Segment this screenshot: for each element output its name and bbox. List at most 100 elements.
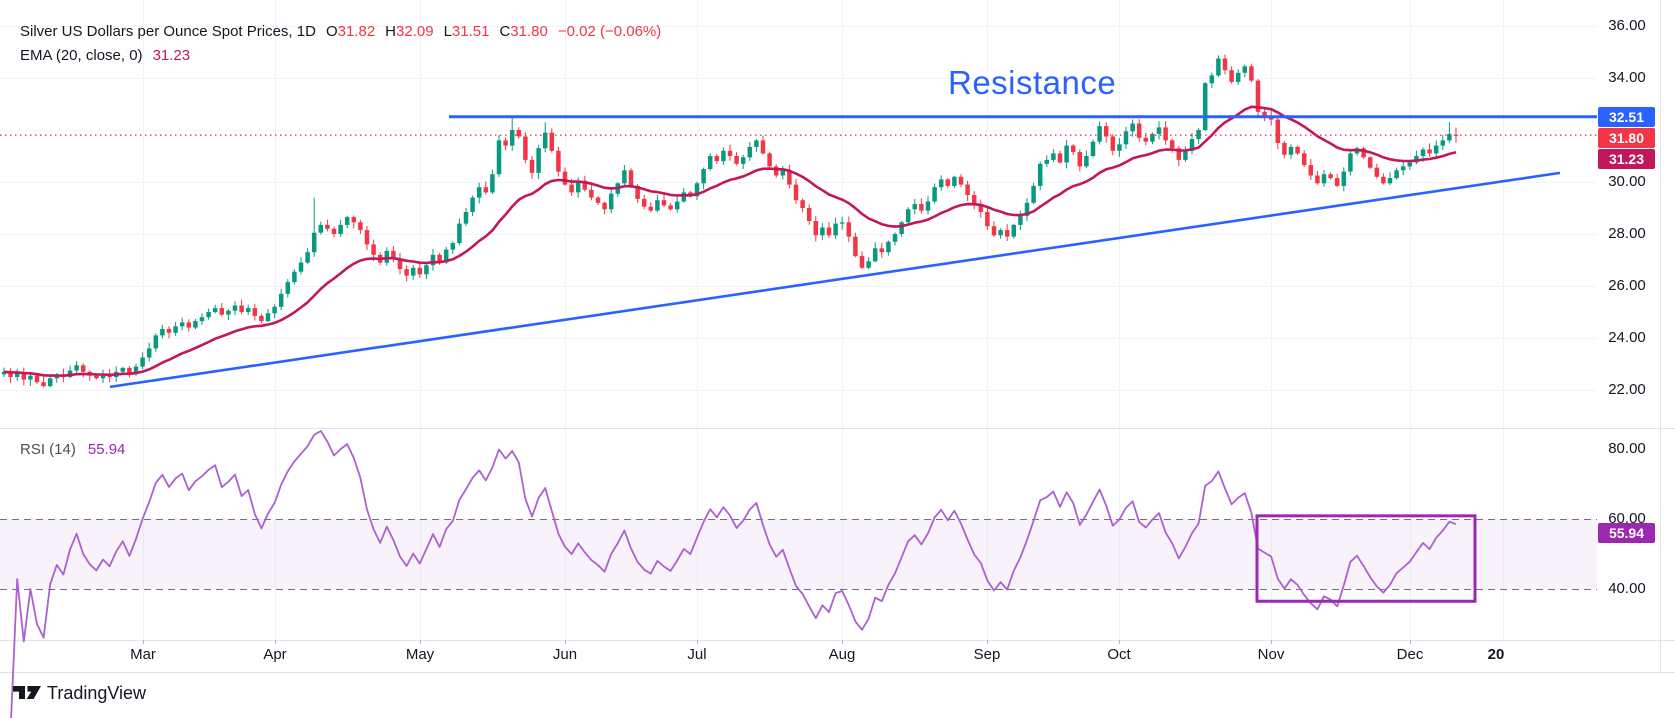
price-tick-label: 30.00: [1608, 173, 1646, 190]
candle-body: [1315, 175, 1320, 184]
candle-body: [1387, 178, 1393, 184]
rsi-indicator-label[interactable]: RSI (14): [20, 441, 76, 458]
candle-body: [146, 348, 152, 358]
candle-body: [186, 322, 192, 328]
candle-body: [179, 322, 185, 327]
candle-body: [1196, 130, 1201, 140]
support-trendline[interactable]: [109, 171, 1561, 389]
symbol-row[interactable]: Silver US Dollars per Ounce Spot Prices,…: [20, 20, 661, 44]
candle-body: [1308, 165, 1314, 176]
candle-body: [800, 200, 805, 208]
candle-body: [232, 305, 238, 311]
symbol-title[interactable]: Silver US Dollars per Ounce Spot Prices,…: [20, 23, 316, 40]
candle-body: [245, 308, 251, 312]
tradingview-logo[interactable]: TradingView: [12, 683, 146, 704]
candle-body: [404, 269, 409, 276]
candle-body: [820, 227, 825, 236]
candle-body: [503, 140, 508, 146]
candle-body: [912, 204, 918, 210]
candle-body: [1341, 171, 1347, 186]
candle-body: [127, 367, 132, 374]
candle-body: [991, 226, 997, 236]
rsi-indicator-value: 55.94: [87, 441, 126, 458]
candle-body: [661, 200, 667, 206]
candle-body: [622, 170, 627, 184]
candle-body: [945, 179, 951, 186]
price-tick-label: 28.00: [1608, 225, 1646, 242]
rsi-highlight-rectangle[interactable]: [1255, 514, 1477, 603]
candle-body: [437, 254, 442, 263]
ema-indicator-label[interactable]: EMA (20, close, 0): [20, 47, 143, 64]
rsi-legend[interactable]: RSI (14) 55.94: [20, 441, 125, 458]
candle-body: [463, 211, 469, 224]
resistance-price-tag: 32.51: [1598, 107, 1655, 127]
candle-body: [476, 187, 482, 198]
candle-body: [1169, 140, 1175, 149]
candle-body: [133, 366, 139, 374]
candle-body: [41, 382, 46, 387]
candle-body: [1024, 202, 1030, 216]
candle-body: [727, 150, 733, 156]
candle-body: [1235, 72, 1241, 82]
candle-body: [417, 267, 423, 275]
candle-body: [806, 208, 812, 221]
candle-body: [193, 321, 198, 328]
candle-body: [1249, 66, 1254, 81]
candle-body: [760, 140, 766, 154]
rsi-band: [0, 519, 1597, 589]
tradingview-logo-icon: [13, 686, 41, 699]
candle-body: [199, 317, 205, 322]
candle-body: [424, 265, 429, 275]
ema-indicator-row[interactable]: EMA (20, close, 0) 31.23: [20, 44, 661, 68]
candle-body: [21, 373, 27, 380]
high-value: 32.09: [396, 23, 434, 40]
candle-body: [1123, 131, 1129, 145]
candle-body: [1064, 145, 1069, 163]
candle-body: [351, 217, 357, 223]
candle-body: [1262, 111, 1267, 116]
candle-body: [1156, 127, 1162, 134]
candle-body: [1202, 83, 1208, 130]
candle-body: [391, 250, 396, 259]
candle-body: [674, 201, 680, 210]
candle-body: [483, 187, 489, 193]
candle-body: [714, 156, 720, 162]
month-label: Oct: [1107, 646, 1131, 663]
candle-body: [1103, 126, 1109, 137]
candle-body: [899, 222, 904, 234]
candle-body: [641, 198, 647, 207]
candle-body: [470, 197, 475, 212]
candle-body: [1433, 145, 1439, 154]
candle-body: [265, 313, 271, 322]
candle-body: [47, 378, 53, 387]
candle-body: [1037, 163, 1043, 186]
candle-body: [1301, 153, 1307, 166]
candle-body: [1394, 170, 1399, 179]
price-tick-label: 26.00: [1608, 277, 1646, 294]
candle-body: [1163, 127, 1168, 141]
candle-body: [331, 228, 337, 234]
candle-body: [853, 236, 858, 257]
candle-body: [120, 367, 126, 372]
candle-body: [668, 205, 673, 210]
candle-body: [1070, 145, 1076, 153]
ema-indicator-value: 31.23: [152, 47, 191, 64]
month-label: Jul: [687, 646, 707, 663]
candle-body: [740, 157, 746, 164]
candle-body: [34, 375, 40, 383]
candle-body: [371, 244, 376, 255]
month-label: Jun: [552, 646, 578, 663]
candle-body: [1288, 146, 1294, 155]
time-axis-year-label: 20: [1487, 646, 1505, 663]
candle-body: [602, 202, 607, 210]
candle-body: [457, 223, 462, 244]
candle-body: [410, 267, 416, 276]
candle-body: [272, 306, 277, 314]
resistance-annotation-text[interactable]: Resistance: [948, 64, 1117, 101]
candle-body: [523, 136, 528, 160]
price-tick-label: 34.00: [1608, 69, 1646, 86]
candle-body: [958, 176, 964, 185]
candle-body: [94, 375, 99, 379]
